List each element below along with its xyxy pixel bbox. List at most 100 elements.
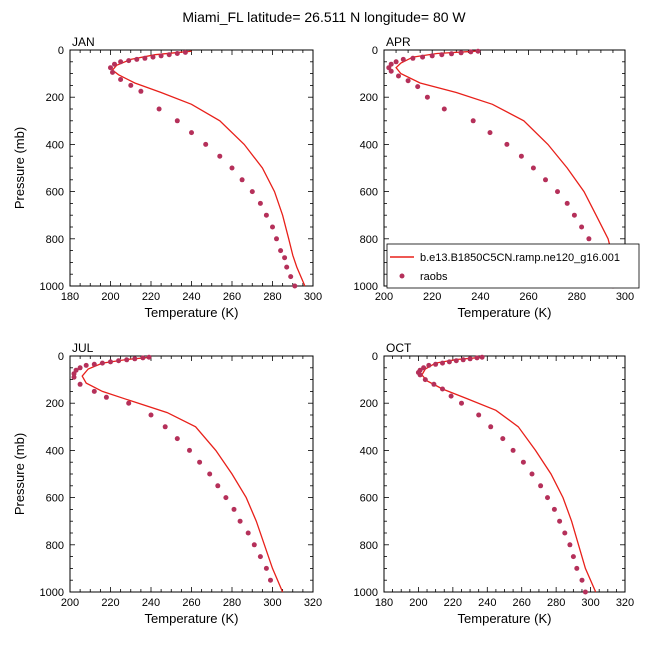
x-tick-label: 280 [223, 597, 241, 609]
model-series-line [421, 356, 597, 593]
raobs-point [166, 52, 172, 58]
x-tick-label: 280 [263, 291, 281, 303]
panel-jan: 180 200 220 240 260 280 300 0 200 400 600 800 1000 JA… [12, 35, 322, 320]
raobs-point [118, 59, 124, 65]
y-tick-label: 200 [360, 398, 378, 410]
x-tick-label: 280 [568, 291, 586, 303]
raobs-point [108, 65, 113, 71]
raobs-point [158, 53, 164, 59]
raobs-point [118, 77, 124, 82]
raobs-point [582, 589, 588, 595]
x-tick-label: 260 [519, 291, 537, 303]
raobs-point [237, 518, 243, 524]
y-tick-label: 800 [360, 540, 378, 552]
raobs-point [417, 372, 423, 378]
raobs-point [263, 565, 269, 571]
raobs-point [538, 483, 544, 489]
raobs-point [574, 565, 580, 571]
x-tick-label: 200 [375, 291, 393, 303]
x-axis-title: Temperature (K) [458, 611, 552, 626]
raobs-point [99, 360, 105, 366]
x-tick-label: 240 [142, 597, 160, 609]
raobs-point [474, 355, 480, 361]
raobs-point [215, 483, 221, 489]
raobs-point [426, 362, 432, 368]
raobs-point [251, 542, 257, 548]
panel-oct: 180 200 220 240 260 280 300 320 0 200 400 600 800 100… [354, 341, 635, 626]
raobs-point [146, 354, 152, 360]
model-series-line [111, 50, 306, 287]
x-tick-label: 320 [304, 597, 322, 609]
raobs-point [116, 358, 122, 364]
raobs-point [110, 69, 115, 75]
y-tick-label: 200 [360, 92, 378, 104]
raobs-point [551, 506, 557, 512]
raobs-point [108, 359, 113, 365]
raobs-point [249, 189, 255, 195]
y-tick-label: 600 [360, 187, 378, 199]
model-series-line [395, 50, 621, 287]
y-tick-label: 600 [46, 187, 64, 199]
raobs-point [453, 358, 459, 364]
raobs-point [420, 54, 426, 60]
raobs-point [470, 118, 476, 124]
raobs-point [479, 354, 485, 360]
raobs-point [440, 360, 445, 366]
y-tick-label: 1000 [354, 587, 378, 599]
raobs-point [421, 365, 427, 371]
raobs-point [564, 200, 570, 206]
raobs-point [270, 224, 275, 230]
raobs-point [239, 177, 245, 183]
raobs-point [207, 471, 213, 477]
raobs-point [388, 68, 394, 74]
panel-title: OCT [386, 341, 412, 355]
raobs-point [182, 49, 188, 55]
raobs-point [459, 400, 464, 406]
y-tick-label: 200 [46, 398, 64, 410]
x-tick-label: 300 [263, 597, 281, 609]
raobs-point [510, 447, 516, 453]
raobs-point [203, 141, 209, 147]
raobs-point [439, 52, 445, 58]
raobs-point [187, 447, 192, 453]
raobs-point [440, 386, 445, 392]
legend-box [386, 243, 640, 289]
x-tick-label: 260 [182, 597, 200, 609]
raobs-point [562, 530, 568, 536]
plot-frame [69, 355, 314, 593]
y-tick-label: 400 [46, 139, 64, 151]
raobs-point [487, 130, 493, 136]
raobs-point [458, 50, 464, 56]
raobs-point [441, 106, 447, 112]
raobs-point [284, 264, 290, 270]
x-tick-label: 260 [513, 597, 531, 609]
plot-frame [383, 355, 626, 593]
raobs-point [132, 356, 138, 362]
x-tick-label: 180 [61, 291, 79, 303]
raobs-point [518, 153, 524, 159]
raobs-point [91, 388, 97, 394]
raobs-point [288, 274, 294, 280]
raobs-point [431, 381, 437, 387]
raobs-point [460, 357, 466, 363]
raobs-point [197, 459, 203, 465]
legend-model-label: b.e13.B1850C5CN.ramp.ne120_g16.001 [420, 252, 620, 264]
raobs-point [91, 361, 97, 367]
raobs-point [263, 212, 269, 218]
x-tick-label: 320 [616, 597, 634, 609]
raobs-point [126, 58, 132, 64]
y-tick-label: 800 [46, 540, 64, 552]
raobs-point [148, 412, 154, 418]
legend-obs-label: raobs [420, 271, 448, 283]
raobs-point [410, 55, 416, 61]
y-tick-label: 400 [46, 445, 64, 457]
plot-frame [69, 49, 314, 287]
raobs-point [77, 381, 83, 387]
x-tick-label: 220 [142, 291, 160, 303]
y-tick-label: 800 [46, 234, 64, 246]
raobs-point [530, 165, 536, 171]
raobs-point [579, 577, 585, 583]
raobs-point [529, 471, 535, 477]
raobs-point [504, 141, 510, 147]
